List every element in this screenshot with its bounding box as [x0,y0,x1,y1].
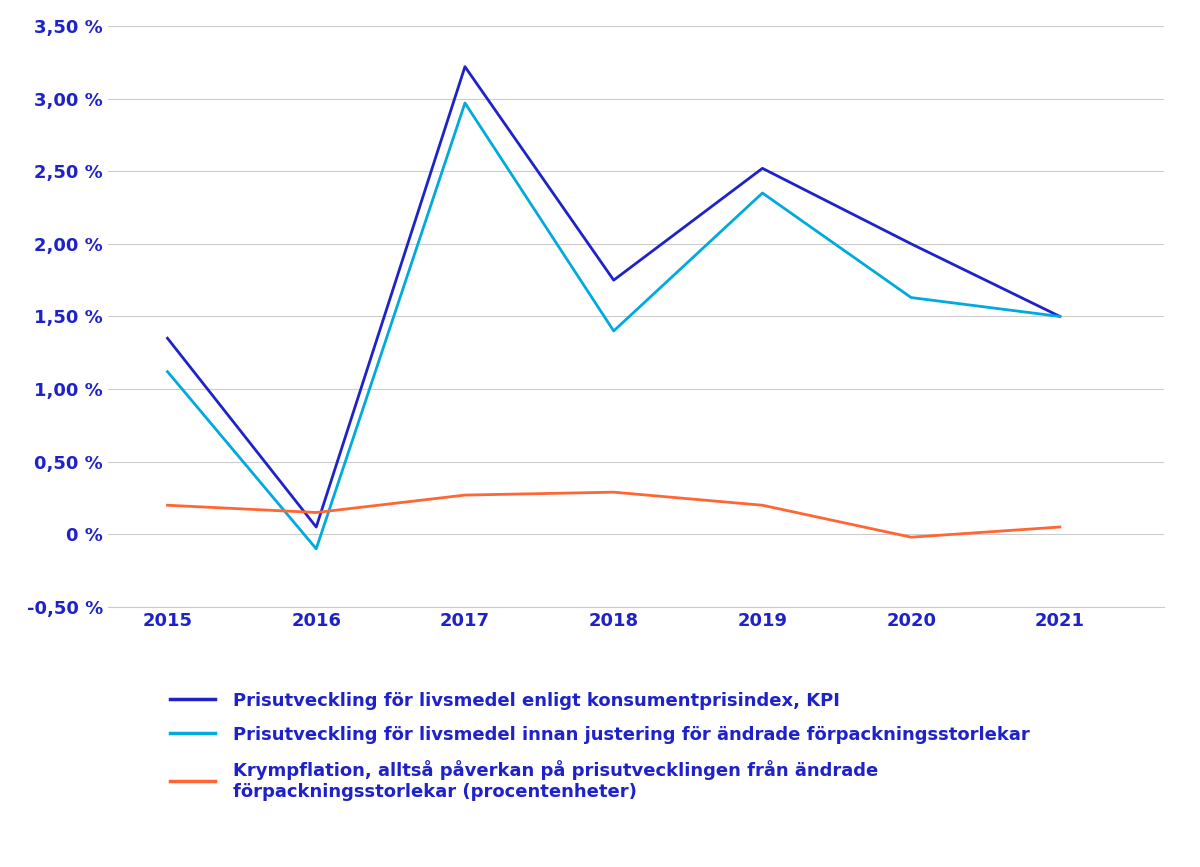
Legend: Prisutveckling för livsmedel enligt konsumentprisindex, KPI, Prisutveckling för : Prisutveckling för livsmedel enligt kons… [170,692,1030,801]
